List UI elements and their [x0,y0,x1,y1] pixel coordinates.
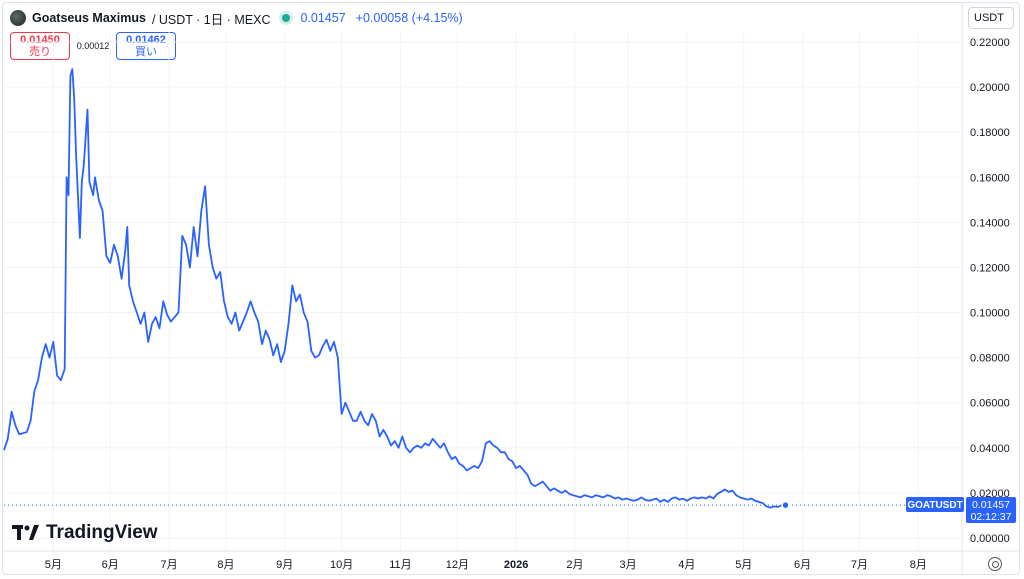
buy-price: 0.01462 [126,34,166,46]
settings-gear-icon[interactable] [988,557,1002,571]
symbol-header: Goatseus Maximus / USDT · 1日 · MEXC 0.01… [10,8,463,28]
header-change: +0.00058 (+4.15%) [355,11,463,25]
buy-label: 買い [135,46,157,58]
tradingview-logo-text: TradingView [46,522,158,543]
symbol-subtitle: / USDT · 1日 · MEXC [151,12,271,27]
buy-button[interactable]: 0.01462 買い [116,32,176,60]
sell-price: 0.01450 [20,34,60,46]
market-open-icon [282,14,291,22]
sell-label: 売り [29,46,51,58]
tradingview-icon [12,525,39,540]
currency-select[interactable]: USDT [968,7,1014,29]
coin-logo-icon [10,10,26,26]
symbol-title[interactable]: Goatseus Maximus [32,11,146,25]
sell-button[interactable]: 0.01450 売り [10,32,70,60]
spread-value: 0.00012 [76,41,110,51]
trade-buttons: 0.01450 売り 0.00012 0.01462 買い [10,32,176,60]
header-price: 0.01457 [300,11,346,25]
tradingview-logo[interactable]: TradingView [12,522,158,544]
